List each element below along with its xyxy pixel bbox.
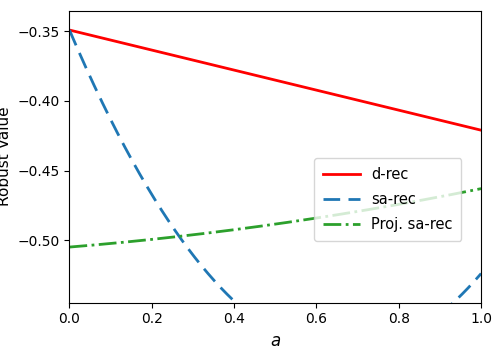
- Proj. sa-rec: [311, 216, 317, 220]
- sa-rec: [478, 271, 484, 276]
- d-rec: [468, 126, 474, 130]
- X-axis label: $a$: $a$: [270, 332, 281, 350]
- d-rec: [404, 110, 410, 114]
- sa-rec: [289, 339, 295, 344]
- Proj. sa-rec: [404, 201, 410, 205]
- Line: d-rec: d-rec: [69, 30, 481, 130]
- d-rec: [262, 75, 268, 80]
- Proj. sa-rec: [264, 223, 270, 227]
- d-rec: [311, 88, 317, 92]
- Proj. sa-rec: [468, 189, 474, 193]
- Proj. sa-rec: [262, 224, 268, 228]
- Proj. sa-rec: [478, 187, 484, 191]
- sa-rec: [264, 326, 270, 330]
- d-rec: [264, 76, 270, 80]
- sa-rec: [341, 351, 347, 352]
- d-rec: [478, 128, 484, 132]
- sa-rec: [66, 28, 72, 32]
- Line: Proj. sa-rec: Proj. sa-rec: [69, 189, 481, 247]
- sa-rec: [262, 324, 268, 328]
- d-rec: [289, 82, 295, 86]
- sa-rec: [469, 282, 475, 286]
- Proj. sa-rec: [289, 220, 295, 224]
- Legend: d-rec, sa-rec, Proj. sa-rec: d-rec, sa-rec, Proj. sa-rec: [314, 158, 461, 241]
- Line: sa-rec: sa-rec: [69, 30, 481, 352]
- sa-rec: [311, 347, 317, 351]
- sa-rec: [405, 334, 411, 338]
- d-rec: [66, 28, 72, 32]
- Y-axis label: Robust Value: Robust Value: [0, 107, 12, 207]
- Proj. sa-rec: [66, 245, 72, 249]
